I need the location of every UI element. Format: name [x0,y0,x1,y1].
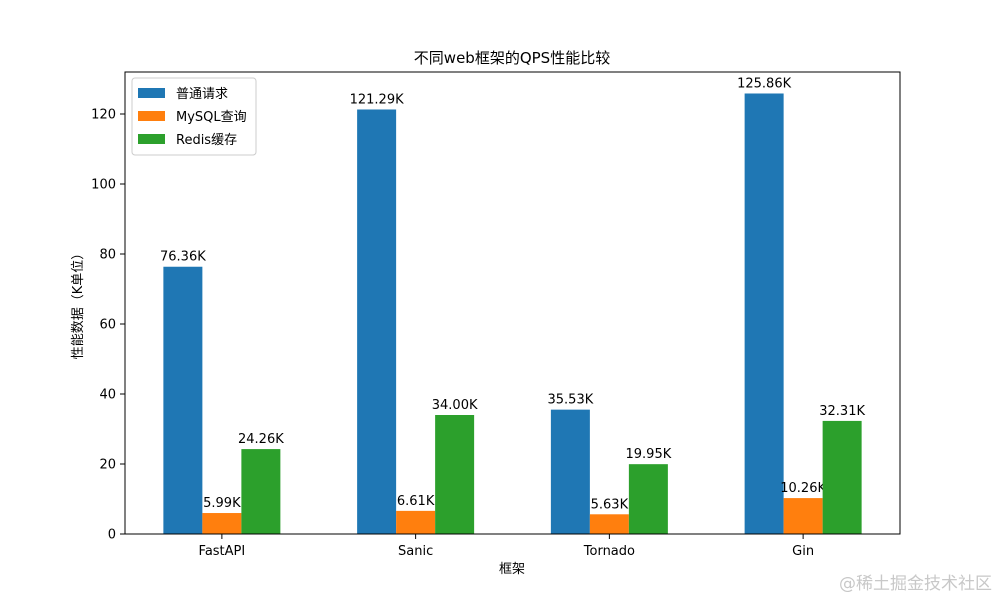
y-tick-label: 80 [99,248,116,263]
data-label: 32.31K [819,404,865,419]
bar-sanic-series-2 [435,415,475,534]
bar-tornado-series-2 [628,464,668,534]
y-axis: 0 20 40 60 80 100 120 [91,108,125,543]
bar-tornado-series-0 [550,409,590,534]
data-label: 10.26K [780,481,826,496]
y-tick-label: 60 [99,318,116,333]
y-axis-label: 性能数据（K单位） [71,247,86,360]
data-label: 24.26K [238,432,284,447]
data-label: 121.29K [350,92,404,107]
bar-fastapi-series-1 [202,513,242,534]
x-tick-label: FastAPI [199,544,246,559]
data-label: 35.53K [548,393,594,408]
data-label: 76.36K [160,250,206,265]
y-tick-label: 20 [99,458,116,473]
legend-swatch [138,111,165,121]
bar-sanic-series-1 [396,510,436,534]
legend: 普通请求 MySQL查询 Redis缓存 [131,77,257,156]
legend-entry: 普通请求 [176,87,228,102]
watermark-text: @稀土掘金技术社区 [839,574,992,594]
bar-fastapi-series-2 [241,449,281,534]
plot-frame [124,71,901,535]
x-axis: FastAPI Sanic Tornado Gin [199,534,814,559]
bar-tornado-series-1 [589,514,629,534]
legend-entry: Redis缓存 [176,133,237,148]
bar-gin-series-1 [783,498,823,534]
x-tick-label: Tornado [583,544,635,559]
legend-swatch [138,88,165,98]
data-label: 5.63K [591,497,629,512]
data-label: 125.86K [737,76,791,91]
x-tick-label: Sanic [398,544,433,559]
bar-fastapi-series-0 [163,266,203,534]
data-label: 34.00K [432,398,478,413]
y-tick-label: 40 [99,388,116,403]
x-tick-label: Gin [792,544,814,559]
data-label: 5.99K [203,496,241,511]
bar-gin-series-0 [744,93,784,535]
x-axis-label: 框架 [499,562,525,577]
bar-sanic-series-0 [357,109,397,535]
y-tick-label: 100 [91,178,116,193]
data-label: 6.61K [397,494,435,509]
data-label: 19.95K [626,447,672,462]
legend-entry: MySQL查询 [176,110,247,125]
legend-swatch [138,134,165,144]
y-tick-label: 120 [91,108,116,123]
plot-area: 76.36K 121.29K 35.53K 125.86K 5.99K 6.61K 5.63… [124,71,901,535]
y-tick-label: 0 [108,528,116,543]
chart-title: 不同web框架的QPS性能比较 [414,49,610,67]
bar-gin-series-2 [822,420,862,534]
